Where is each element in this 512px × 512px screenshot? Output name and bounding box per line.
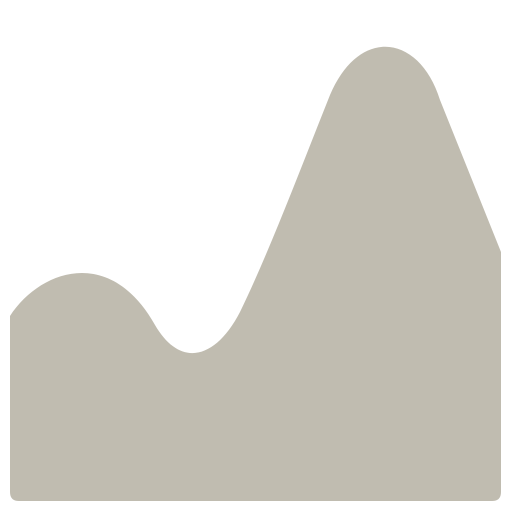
area-shape xyxy=(10,46,501,502)
